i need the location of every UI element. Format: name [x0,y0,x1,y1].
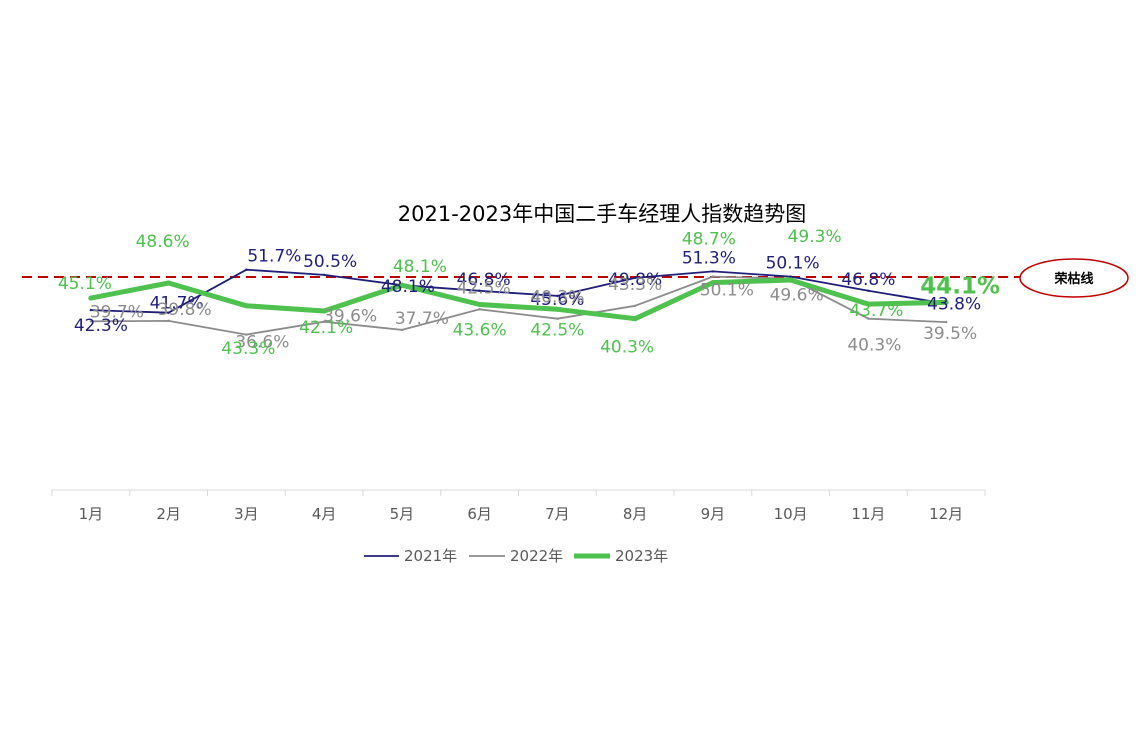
data-point [167,319,170,323]
data-point [245,268,248,271]
x-tick-label: 11月 [851,505,885,523]
legend-label: 2023年 [615,547,668,565]
data-point [478,289,481,292]
data-point [167,311,170,314]
x-tick-label: 7月 [545,505,570,523]
data-point [477,302,483,308]
data-label: 45.6% [530,290,584,310]
data-point [88,295,94,301]
data-label: 39.5% [923,324,977,344]
data-label: 43.3% [221,339,275,359]
data-point [633,304,637,308]
x-axis: 1月 2月 3月 4月 5月 6月 7月 8月 9月 10月 11月 12月 [51,489,986,523]
data-label: 48.6% [136,232,190,252]
data-label: 44.1% [920,273,1000,299]
data-point [789,275,792,278]
data-point [322,320,326,323]
data-label: 48.1% [381,277,435,297]
data-point [321,308,327,314]
data-label: 48.7% [682,230,736,250]
x-tick-label: 10月 [774,505,808,523]
data-point [478,308,481,311]
data-point [245,333,248,336]
data-label: 42.5% [530,320,584,340]
chart-title: 2021-2023年中国二手车经理人指数趋势图 [398,202,806,226]
data-label: 39.6% [323,307,377,327]
data-point [89,320,93,323]
data-label: 43.7% [849,301,903,321]
data-label: 51.7% [247,247,301,267]
legend-label: 2022年 [510,547,563,565]
x-tick-label: 2月 [156,505,181,523]
data-label: 49.6% [770,286,824,306]
x-tick-label: 6月 [467,505,492,523]
legend-label: 2021年 [404,547,457,565]
data-point [943,299,949,305]
x-tick-label: 9月 [701,505,726,523]
data-label: 49.8% [608,270,662,290]
x-tick-label: 3月 [234,505,259,523]
data-label: 45.1% [58,274,112,294]
reference-line-group: 荣枯线 [22,258,1129,298]
data-point [944,320,948,324]
data-point [556,317,559,320]
data-label: 42.1% [299,318,353,338]
data-label: 37.7% [395,309,449,329]
data-label: 43.3% [608,275,662,295]
data-label: 49.3% [788,227,842,247]
data-label: 50.1% [766,254,820,274]
data-point [556,294,559,298]
data-point [322,273,326,277]
data-label: 41.7% [150,294,204,314]
x-tick-label: 4月 [312,505,337,523]
data-label: 48.1% [393,257,447,277]
data-label: 36.6% [235,333,289,353]
data-point [89,308,93,312]
series-line-2021年 [90,268,947,314]
data-point [243,303,249,309]
data-point [711,275,715,278]
x-tick-label: 1月 [79,505,104,523]
data-point [710,280,716,286]
data-label: 46.8% [457,270,511,290]
data-label: 46.8% [841,270,895,290]
data-point [400,328,404,332]
data-point [632,316,638,322]
data-point [711,270,715,273]
data-point [399,282,405,288]
x-tick-label: 8月 [623,505,648,523]
data-label: 50.5% [303,252,357,272]
data-label: 50.1% [700,281,754,301]
data-label: 39.7% [90,302,144,322]
data-label: 40.3% [600,338,654,358]
series-line-2023年 [88,277,949,322]
data-label: 51.3% [682,248,736,268]
data-label: 39.8% [158,300,212,320]
data-label: 43.6% [453,321,507,341]
reference-line-label: 荣枯线 [1053,271,1093,287]
data-point [554,306,560,312]
data-point [633,276,637,280]
data-label: 40.3% [847,336,901,356]
data-labels: 42.3% 41.7% 51.7% 50.5% 48.1% 46.8% 45.6% 49.8%… [58,227,1000,359]
data-label: 43.8% [927,295,981,315]
legend: 2021年 2022年 2023年 [364,547,668,565]
x-tick-label: 12月 [929,505,963,523]
reference-line-callout [1019,258,1129,298]
data-label: 40.3% [530,288,584,308]
data-point [867,289,870,292]
data-label: 42.3% [74,316,128,336]
x-tick-label: 5月 [390,505,415,523]
data-point [166,280,172,286]
data-label: 42.5% [457,278,511,298]
data-point [865,301,871,307]
data-point [788,277,794,283]
data-point [867,317,870,320]
series-layer [88,268,949,336]
